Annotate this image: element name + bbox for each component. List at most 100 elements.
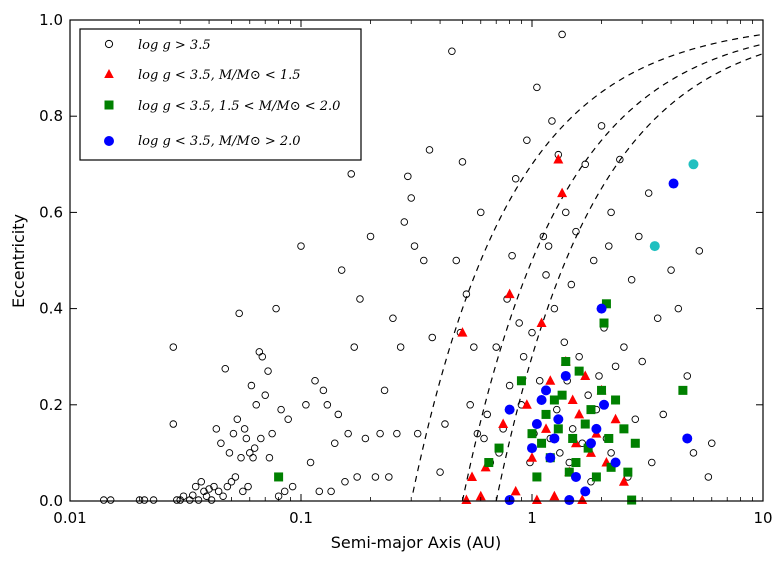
point-square xyxy=(591,472,601,482)
legend: log g > 3.5 log g < 3.5, M/M⊙ < 1.5 log … xyxy=(79,28,362,161)
point-open-circle xyxy=(648,458,656,467)
point-open-circle xyxy=(179,492,188,500)
point-open-circle xyxy=(533,83,541,92)
point-open-circle xyxy=(106,496,115,504)
point-open-circle xyxy=(334,410,343,419)
point-open-circle xyxy=(249,453,257,462)
point-open-circle xyxy=(575,352,583,361)
point-open-circle xyxy=(689,449,698,457)
point-open-circle xyxy=(306,458,315,467)
point-filled-circle xyxy=(649,241,660,252)
point-open-circle xyxy=(237,453,245,462)
point-triangle xyxy=(527,452,537,462)
point-open-circle xyxy=(605,242,613,250)
legend-label-0: log g > 3.5 xyxy=(138,38,211,53)
point-open-circle xyxy=(674,304,683,313)
point-square xyxy=(571,458,581,468)
point-triangle xyxy=(498,418,509,429)
point-triangle xyxy=(541,423,552,433)
point-triangle xyxy=(577,494,588,505)
point-open-circle xyxy=(327,487,335,496)
point-square xyxy=(564,467,574,477)
point-open-circle xyxy=(483,410,491,419)
point-filled-circle xyxy=(580,486,591,497)
point-filled-circle xyxy=(564,495,575,506)
point-open-circle xyxy=(578,439,586,448)
point-filled-circle xyxy=(553,414,564,425)
point-open-circle xyxy=(635,232,643,241)
point-open-circle xyxy=(284,415,292,423)
point-square xyxy=(557,390,567,400)
point-open-circle xyxy=(704,473,713,481)
x-axis-ticks: 0.01 0.1 1 10 xyxy=(53,20,773,527)
legend-box xyxy=(79,28,362,161)
point-filled-circle xyxy=(549,433,560,444)
point-open-circle xyxy=(558,30,566,39)
point-open-circle xyxy=(189,491,197,499)
point-triangle xyxy=(531,494,542,505)
point-filled-circle xyxy=(682,433,693,444)
point-open-circle xyxy=(250,444,259,452)
point-open-circle xyxy=(389,314,397,322)
point-square xyxy=(568,433,578,443)
point-open-circle xyxy=(268,429,276,438)
point-open-circle xyxy=(436,468,444,476)
point-open-circle xyxy=(169,420,178,428)
point-open-circle xyxy=(458,158,467,166)
point-open-circle xyxy=(319,386,328,395)
point-open-circle xyxy=(667,266,675,274)
point-open-circle xyxy=(233,415,242,423)
point-open-circle xyxy=(505,381,514,390)
point-open-circle xyxy=(410,242,419,250)
point-open-circle xyxy=(261,391,269,399)
point-triangle xyxy=(545,375,556,385)
point-square xyxy=(527,429,537,439)
point-open-circle xyxy=(257,434,265,443)
point-triangle xyxy=(574,408,585,419)
point-open-circle xyxy=(227,478,236,486)
point-open-circle xyxy=(620,343,628,351)
point-triangle xyxy=(521,399,532,409)
point-square xyxy=(553,424,563,434)
point-open-circle xyxy=(544,242,553,250)
x-axis-label: Semi-major Axis (AU) xyxy=(331,533,502,552)
point-open-circle xyxy=(212,425,221,433)
point-square xyxy=(586,405,596,415)
x-tick-label: 0.01 xyxy=(53,509,86,527)
legend-label-3: log g < 3.5, M/M⊙ > 2.0 xyxy=(138,134,301,149)
legend-marker-open-circle xyxy=(104,39,114,49)
point-open-circle xyxy=(231,473,240,481)
point-square xyxy=(494,443,504,453)
point-square xyxy=(574,366,584,376)
point-open-circle xyxy=(337,266,346,274)
point-open-circle xyxy=(492,343,500,351)
point-open-circle xyxy=(515,319,523,327)
point-triangle xyxy=(457,327,468,337)
point-open-circle xyxy=(272,304,280,313)
point-open-circle xyxy=(562,208,570,217)
point-filled-circle xyxy=(527,443,537,454)
point-open-circle xyxy=(528,328,536,337)
point-open-circle xyxy=(508,251,516,260)
point-open-circle xyxy=(202,492,211,500)
point-square xyxy=(604,433,614,443)
point-open-circle xyxy=(420,256,428,265)
point-filled-circle xyxy=(688,159,699,170)
point-open-circle xyxy=(519,352,528,361)
point-square xyxy=(537,438,547,448)
point-open-circle xyxy=(659,410,668,419)
point-open-circle xyxy=(302,401,310,409)
point-open-circle xyxy=(404,172,412,181)
point-triangle xyxy=(618,476,629,486)
y-tick-label: 1.0 xyxy=(39,11,63,29)
point-triangle xyxy=(553,153,564,164)
point-open-circle xyxy=(140,496,149,504)
y-tick-label: 0.0 xyxy=(39,492,63,510)
x-tick-label: 0.1 xyxy=(289,509,313,527)
point-open-circle xyxy=(265,453,274,462)
point-open-circle xyxy=(695,247,704,255)
point-open-circle xyxy=(638,357,646,366)
point-filled-circle xyxy=(585,438,596,449)
point-square xyxy=(611,395,621,405)
point-triangle xyxy=(567,394,578,404)
